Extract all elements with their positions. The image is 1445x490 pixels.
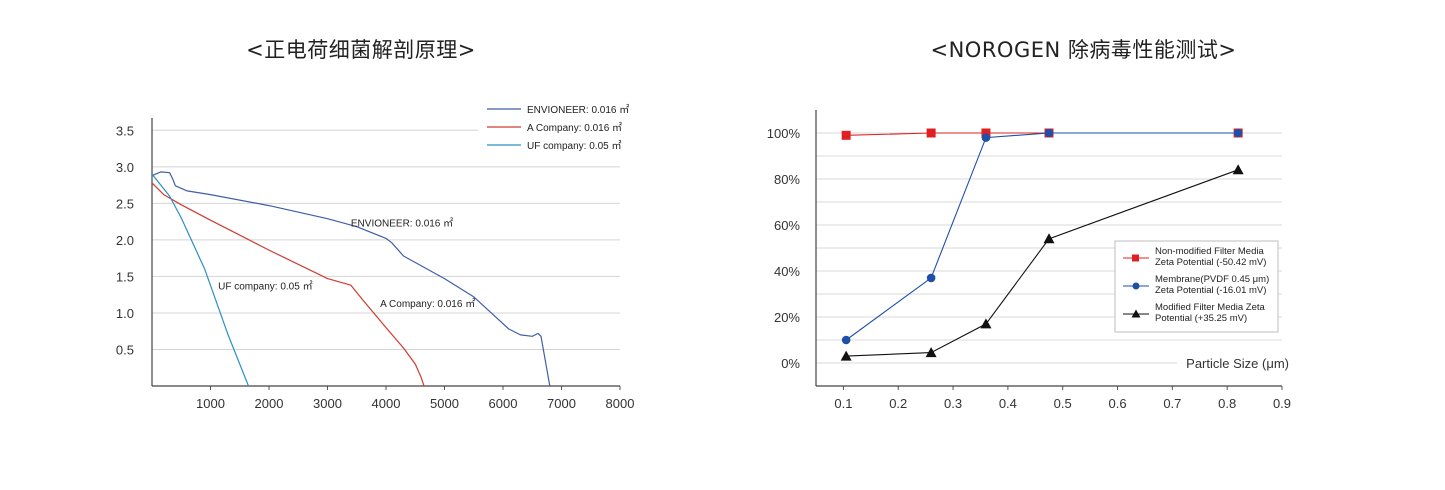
- x-tick-label: 0.5: [1054, 396, 1072, 411]
- legend-label: Zeta Potential (-16.01 mV): [1155, 285, 1266, 296]
- y-tick-label: 1.5: [116, 269, 134, 284]
- x-tick-label: 4000: [372, 396, 401, 411]
- data-point-circle: [1233, 128, 1243, 138]
- x-tick-label: 7000: [547, 396, 576, 411]
- data-point-circle: [981, 133, 991, 142]
- series-annotation: A Company: 0.016 ㎡: [380, 298, 475, 310]
- x-tick-label: 2000: [255, 396, 284, 411]
- y-tick-label: 2.0: [116, 233, 134, 248]
- data-point-circle: [1044, 128, 1054, 138]
- x-tick-label: 0.2: [889, 396, 907, 411]
- series-line: [151, 171, 551, 387]
- legend-marker: [1132, 254, 1139, 262]
- chart-panel-right: <NOROGEN 除病毒性能测试> 0% 20% 40% 60% 80% 100% 0.1 0…: [722, 0, 1445, 490]
- y-tick-label: 40%: [774, 264, 800, 279]
- data-point-triangle: [980, 318, 992, 329]
- x-tick-label: 0.9: [1273, 396, 1291, 411]
- x-tick-label: 8000: [606, 396, 635, 411]
- y-tick-label: 2.5: [116, 196, 134, 211]
- data-point-square: [926, 128, 936, 138]
- data-point-triangle: [925, 347, 937, 358]
- legend-marker: [1131, 309, 1141, 318]
- legend-label: Modified Filter Media Zeta: [1155, 302, 1266, 313]
- chart-title: <NOROGEN 除病毒性能测试>: [930, 38, 1237, 62]
- data-point-triangle: [840, 350, 852, 361]
- legend-label: ENVIONEER: 0.016 ㎡: [527, 104, 629, 116]
- legend-label: Non-modified Filter Media: [1155, 246, 1264, 257]
- x-axis-title: Particle Size (μm): [1186, 356, 1289, 371]
- data-point-circle: [926, 273, 936, 283]
- y-tick-label: 0.5: [116, 342, 134, 357]
- data-point-square: [981, 128, 991, 138]
- y-tick-label: 1.0: [116, 306, 134, 321]
- x-tick-label: 0.4: [999, 396, 1017, 411]
- chart-title: <正电荷细菌解剖原理>: [246, 38, 476, 62]
- x-tick-label: 0.7: [1163, 396, 1181, 411]
- data-point-triangle: [1232, 164, 1244, 175]
- x-tick-label: 0.6: [1108, 396, 1126, 411]
- series-line: [151, 173, 250, 387]
- x-tick-label: 1000: [196, 396, 225, 411]
- xlabel-backdrop: [1177, 353, 1292, 371]
- y-tick-label: 20%: [774, 310, 800, 325]
- y-tick-label: 80%: [774, 172, 800, 187]
- y-tick-label: 3.0: [116, 160, 134, 175]
- x-tick-label: 0.1: [834, 396, 852, 411]
- legend-label: UF company: 0.05 ㎡: [527, 140, 621, 152]
- x-tick-label: 3000: [313, 396, 342, 411]
- line-chart-left: 0.5 1.0 1.5 2.0 2.5 3.0 3.5 1000 2000 3000 4000 500…: [116, 98, 635, 411]
- legend-label: Zeta Potential (-50.42 mV): [1155, 257, 1266, 268]
- y-tick-label: 3.5: [116, 123, 134, 138]
- chart-panel-left: <正电荷细菌解剖原理> 0.5 1.0 1.5 2.0 2.5 3.0 3.5 1000 200…: [0, 0, 722, 490]
- legend-label: Potential (+35.25 mV): [1155, 313, 1247, 324]
- y-tick-label: 100%: [767, 126, 801, 141]
- y-tick-label: 60%: [774, 218, 800, 233]
- line-chart-right: 0% 20% 40% 60% 80% 100% 0.1 0.2 0.3 0.4 0.5 0.6 0.7 0…: [767, 110, 1292, 411]
- x-tick-label: 5000: [430, 396, 459, 411]
- y-tick-label: 0%: [781, 356, 800, 371]
- data-point-square: [841, 130, 851, 140]
- legend-label: A Company: 0.016 ㎡: [527, 122, 622, 134]
- legend-label: Membrane(PVDF 0.45 μm): [1155, 274, 1269, 285]
- x-tick-label: 6000: [489, 396, 518, 411]
- data-point-triangle: [1043, 233, 1055, 244]
- series-line: [151, 182, 425, 387]
- legend-marker: [1132, 282, 1140, 290]
- data-point-circle: [841, 335, 851, 345]
- series-annotation: UF company: 0.05 ㎡: [218, 281, 312, 293]
- x-tick-label: 0.3: [944, 396, 962, 411]
- series-annotation: ENVIONEER: 0.016 ㎡: [351, 218, 453, 230]
- x-tick-label: 0.8: [1218, 396, 1236, 411]
